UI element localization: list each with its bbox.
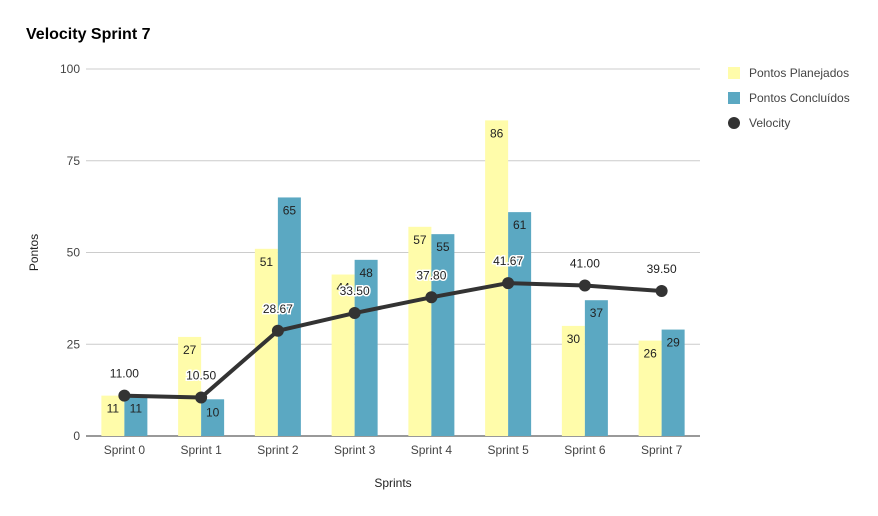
velocity-label: 41.67 bbox=[493, 254, 523, 268]
bar-label-planejados: 44 bbox=[336, 281, 350, 295]
x-tick-label: Sprint 7 bbox=[641, 443, 683, 457]
bar-label-planejados: 27 bbox=[183, 343, 197, 357]
bar-label-concluidos: 55 bbox=[436, 240, 450, 254]
velocity-label: 33.50 bbox=[340, 284, 370, 298]
velocity-point bbox=[271, 324, 284, 337]
velocity-label: 28.67 bbox=[263, 302, 293, 316]
velocity-point bbox=[425, 291, 438, 304]
bar-concluidos bbox=[277, 197, 301, 436]
bar-label-concluidos: 11 bbox=[130, 402, 143, 416]
legend-label-concluidos: Pontos Concluídos bbox=[749, 90, 850, 105]
x-tick-label: Sprint 1 bbox=[180, 443, 222, 457]
legend-label-velocity: Velocity bbox=[749, 115, 791, 130]
x-tick-label: Sprint 0 bbox=[104, 443, 146, 457]
bar-label-planejados: 86 bbox=[490, 126, 504, 140]
bar-concluidos bbox=[431, 234, 455, 436]
bar-planejados bbox=[331, 274, 355, 436]
bar-planejados bbox=[408, 226, 432, 436]
x-tick-label: Sprint 4 bbox=[411, 443, 453, 457]
velocity-point bbox=[195, 391, 208, 404]
velocity-point bbox=[502, 277, 515, 290]
bar-label-planejados: 26 bbox=[643, 347, 657, 361]
bar-concluidos bbox=[201, 399, 225, 436]
bar-label-planejados: 57 bbox=[413, 233, 427, 247]
velocity-label: 10.50 bbox=[186, 368, 216, 382]
bar-concluidos bbox=[584, 300, 608, 436]
bar-planejados bbox=[178, 336, 202, 436]
y-tick-label: 0 bbox=[73, 429, 80, 443]
y-tick-label: 25 bbox=[67, 337, 81, 351]
velocity-point bbox=[348, 307, 361, 320]
bar-planejados bbox=[638, 340, 662, 436]
bar-concluidos bbox=[508, 212, 532, 436]
legend-swatch-concluidos bbox=[728, 91, 740, 104]
x-tick-label: Sprint 5 bbox=[487, 443, 529, 457]
bar-label-concluidos: 10 bbox=[206, 405, 220, 419]
bar-concluidos bbox=[124, 395, 148, 436]
velocity-point bbox=[655, 285, 668, 298]
bar-concluidos bbox=[661, 329, 685, 436]
x-tick-label: Sprint 6 bbox=[564, 443, 606, 457]
x-tick-label: Sprint 2 bbox=[257, 443, 299, 457]
velocity-label: 11.00 bbox=[110, 367, 139, 381]
legend: Pontos Planejados Pontos Concluídos Velo… bbox=[728, 60, 850, 135]
bar-planejados bbox=[561, 325, 585, 436]
velocity-point bbox=[118, 389, 131, 402]
y-tick-label: 50 bbox=[67, 246, 81, 260]
x-axis-title: Sprints bbox=[374, 476, 411, 490]
bar-label-concluidos: 48 bbox=[359, 266, 373, 280]
bar-label-planejados: 51 bbox=[260, 255, 274, 269]
velocity-label: 41.00 bbox=[570, 257, 600, 271]
x-tick-label: Sprint 3 bbox=[334, 443, 376, 457]
bar-label-concluidos: 61 bbox=[513, 218, 527, 232]
legend-swatch-planejados bbox=[728, 66, 740, 79]
bar-label-concluidos: 65 bbox=[283, 203, 297, 217]
legend-item-planejados: Pontos Planejados bbox=[728, 60, 850, 85]
bar-label-planejados: 11 bbox=[107, 402, 120, 416]
velocity-point bbox=[578, 279, 591, 292]
velocity-label: 37.80 bbox=[416, 268, 446, 282]
bar-label-concluidos: 37 bbox=[590, 306, 604, 320]
chart-title: Velocity Sprint 7 bbox=[26, 26, 151, 43]
bar-concluidos bbox=[354, 259, 378, 436]
velocity-line bbox=[124, 281, 662, 400]
legend-dot-velocity bbox=[728, 116, 740, 129]
bar-planejados bbox=[485, 120, 509, 436]
bar-planejados bbox=[101, 395, 125, 436]
bar-label-planejados: 30 bbox=[567, 332, 581, 346]
legend-label-planejados: Pontos Planejados bbox=[749, 65, 850, 80]
y-axis-title: Pontos bbox=[27, 234, 41, 271]
y-tick-label: 100 bbox=[60, 62, 80, 76]
legend-item-velocity: Velocity bbox=[728, 110, 850, 135]
velocity-label: 39.50 bbox=[647, 262, 677, 276]
bar-label-concluidos: 29 bbox=[666, 336, 680, 350]
legend-item-concluidos: Pontos Concluídos bbox=[728, 85, 850, 110]
y-tick-label: 75 bbox=[67, 154, 81, 168]
